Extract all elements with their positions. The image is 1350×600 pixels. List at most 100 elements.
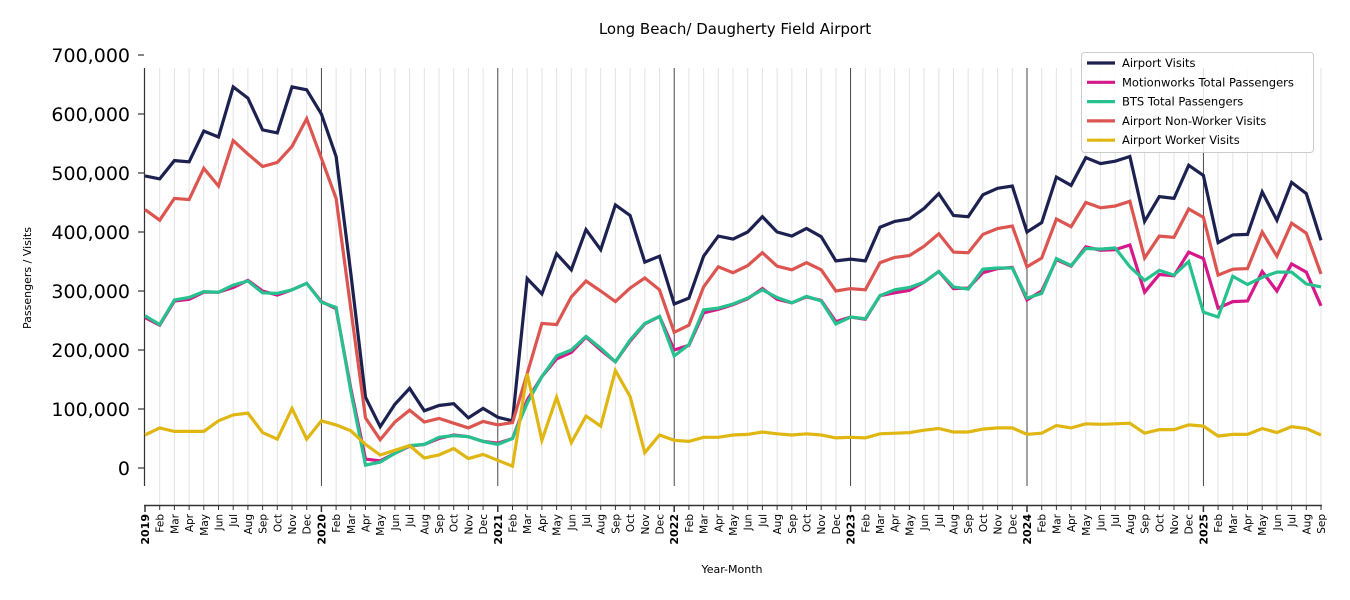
y-tick-label: 0 — [118, 458, 130, 480]
x-tick-month-label: Nov — [1169, 514, 1181, 535]
x-tick-month-label: Oct — [1154, 514, 1166, 532]
y-tick-label: 700,000 — [51, 45, 130, 67]
y-tick-label: 400,000 — [51, 222, 130, 244]
x-tick-month-label: Nov — [463, 514, 475, 535]
x-tick-month-label: Nov — [816, 514, 828, 535]
x-tick-month-label: Feb — [1037, 514, 1049, 533]
y-tick-label: 300,000 — [51, 281, 130, 303]
x-tick-month-label: Apr — [361, 513, 373, 532]
x-tick-month-label: Oct — [449, 514, 461, 532]
x-tick-month-label: Mar — [1228, 513, 1240, 533]
x-tick-month-label: Sep — [258, 514, 270, 534]
x-tick-year-label: 2025 — [1197, 514, 1210, 545]
x-tick-month-label: Jul — [1110, 514, 1122, 528]
x-tick-year-label: 2019 — [139, 514, 152, 545]
x-tick-month-label: May — [1257, 514, 1269, 536]
x-tick-month-label: Mar — [1051, 513, 1063, 533]
x-tick-month-label: Jun — [214, 514, 226, 531]
legend-label: Airport Visits — [1122, 56, 1196, 70]
x-tick-month-label: Feb — [331, 514, 343, 533]
x-tick-month-label: Jun — [390, 514, 402, 531]
legend-label: Airport Non-Worker Visits — [1122, 114, 1266, 128]
x-tick-month-label: May — [199, 514, 211, 536]
x-tick-year-label: 2024 — [1021, 514, 1034, 545]
x-axis: 2019 Feb Mar Apr May Jun Jul Aug Sep Oct Nov Dec 202… — [139, 504, 1328, 545]
x-tick-month-label: Apr — [713, 513, 725, 532]
x-tick-month-label: Oct — [978, 514, 990, 532]
x-tick-month-label: Feb — [1213, 514, 1225, 533]
x-tick-month-label: Sep — [963, 514, 975, 534]
x-tick-month-label: Apr — [890, 513, 902, 532]
x-tick-month-label: Sep — [787, 514, 799, 534]
x-tick-month-label: Dec — [478, 514, 490, 535]
x-tick-month-label: Aug — [1301, 514, 1313, 535]
x-tick-month-label: Mar — [346, 513, 358, 533]
x-tick-month-label: Jun — [919, 514, 931, 531]
x-tick-month-label: Feb — [684, 514, 696, 533]
y-tick-label: 100,000 — [51, 399, 130, 421]
x-tick-month-label: Sep — [610, 514, 622, 534]
x-tick-month-label: Oct — [272, 514, 284, 532]
x-tick-month-label: Oct — [625, 514, 637, 532]
x-tick-month-label: Oct — [802, 514, 814, 532]
x-tick-month-label: Jun — [743, 514, 755, 531]
x-tick-month-label: Aug — [949, 514, 961, 535]
x-tick-month-label: Feb — [508, 514, 520, 533]
x-tick-month-label: Dec — [302, 514, 314, 535]
x-tick-month-label: Dec — [1007, 514, 1019, 535]
x-tick-month-label: Jul — [405, 514, 417, 528]
legend-label: Motionworks Total Passengers — [1122, 75, 1294, 89]
y-tick-label: 600,000 — [51, 104, 130, 126]
x-tick-month-label: Dec — [655, 514, 667, 535]
y-axis-label: Passengers / Visits — [21, 227, 34, 329]
x-tick-year-label: 2020 — [315, 514, 328, 545]
x-tick-month-label: Sep — [1316, 514, 1328, 534]
legend-label: Airport Worker Visits — [1122, 133, 1240, 147]
x-axis-label: Year-Month — [700, 563, 762, 576]
x-tick-month-label: Sep — [1140, 514, 1152, 534]
x-tick-month-label: Jul — [581, 514, 593, 528]
chart-title: Long Beach/ Daugherty Field Airport — [599, 20, 871, 38]
x-tick-month-label: Dec — [1184, 514, 1196, 535]
x-tick-month-label: May — [1081, 514, 1093, 536]
x-tick-month-label: Jul — [757, 514, 769, 528]
x-tick-month-label: Feb — [155, 514, 167, 533]
x-tick-month-label: Mar — [169, 513, 181, 533]
x-tick-year-label: 2023 — [845, 514, 858, 545]
y-tick-label: 500,000 — [51, 163, 130, 185]
x-tick-month-label: Mar — [699, 513, 711, 533]
x-tick-month-label: Nov — [287, 514, 299, 535]
x-tick-month-label: Jul — [934, 514, 946, 528]
x-tick-month-label: Apr — [1243, 513, 1255, 532]
x-tick-month-label: May — [552, 514, 564, 536]
x-tick-month-label: Jul — [1287, 514, 1299, 528]
x-tick-month-label: Dec — [831, 514, 843, 535]
x-tick-month-label: May — [904, 514, 916, 536]
x-tick-month-label: Jun — [1272, 514, 1284, 531]
x-tick-month-label: Nov — [640, 514, 652, 535]
x-tick-month-label: Nov — [993, 514, 1005, 535]
x-tick-month-label: Aug — [419, 514, 431, 535]
x-tick-month-label: Mar — [875, 513, 887, 533]
x-tick-month-label: Aug — [596, 514, 608, 535]
x-tick-month-label: Jun — [1096, 514, 1108, 531]
x-tick-year-label: 2022 — [668, 514, 681, 545]
x-tick-month-label: Apr — [1066, 513, 1078, 532]
x-tick-month-label: Apr — [184, 513, 196, 532]
x-tick-month-label: Jun — [566, 514, 578, 531]
x-tick-month-label: May — [375, 514, 387, 536]
x-tick-month-label: Feb — [860, 514, 872, 533]
y-axis: 0 100,000 200,000 300,000 400,000 500,000 600,… — [51, 45, 146, 486]
x-tick-year-label: 2021 — [492, 514, 505, 545]
x-tick-month-label: May — [728, 514, 740, 536]
legend: Airport Visits Motionworks Total Passenge… — [1081, 52, 1314, 153]
x-tick-month-label: Sep — [434, 514, 446, 534]
x-tick-month-label: Jul — [228, 514, 240, 528]
x-tick-month-label: Aug — [772, 514, 784, 535]
x-tick-month-label: Mar — [522, 513, 534, 533]
y-tick-label: 200,000 — [51, 340, 130, 362]
legend-label: BTS Total Passengers — [1122, 95, 1243, 109]
x-tick-month-label: Apr — [537, 513, 549, 532]
x-tick-month-label: Aug — [243, 514, 255, 535]
